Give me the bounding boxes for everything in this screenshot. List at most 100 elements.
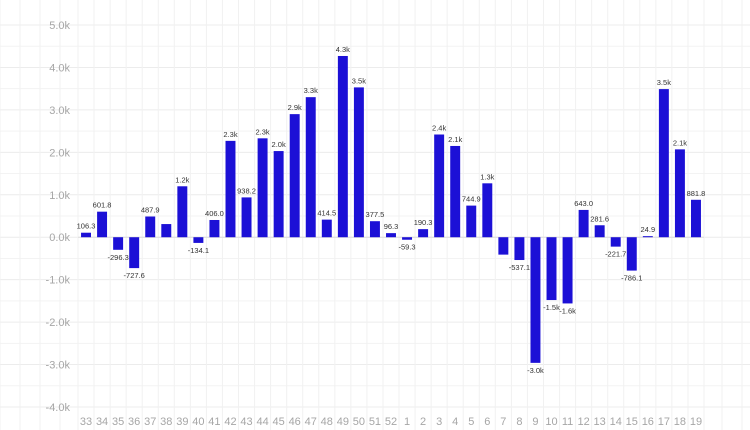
bar-51 [369, 221, 380, 238]
data-label-18: 2.1k [673, 138, 687, 147]
bar-8 [514, 237, 525, 261]
x-tick-label: 41 [208, 416, 220, 428]
data-label-43: 938.2 [237, 186, 256, 195]
bar-52 [386, 233, 396, 238]
data-label-6: 1.3k [480, 172, 494, 181]
x-tick-label: 42 [224, 416, 236, 428]
data-label-5: 744.9 [462, 195, 481, 204]
x-tick-label: 9 [532, 416, 538, 428]
x-tick-label: 45 [273, 416, 285, 428]
x-tick-label: 40 [192, 416, 204, 428]
data-label-19: 881.8 [687, 189, 706, 198]
data-labels: 106.3 601.8 -296.3 -727.6 487.9 1.2k -134.1 406… [77, 45, 706, 375]
data-label-8: -537.1 [509, 263, 530, 272]
data-label-11: -1.6k [559, 306, 576, 315]
bar-42 [225, 140, 236, 238]
y-tick-label: -1.0k [46, 275, 71, 287]
bar-4 [450, 145, 461, 238]
bar-19 [690, 199, 701, 238]
x-tick-label: 17 [658, 416, 670, 428]
data-label-42: 2.3k [223, 130, 237, 139]
x-tick-label: 50 [353, 416, 365, 428]
data-label-9: -3.0k [527, 366, 544, 375]
bar-13 [594, 225, 605, 238]
bar-48 [321, 219, 332, 238]
x-tick-label: 38 [160, 416, 172, 428]
x-tick-label: 44 [256, 416, 268, 428]
data-label-40: -134.1 [188, 246, 209, 255]
data-label-4: 2.1k [448, 135, 462, 144]
x-tick-label: 52 [385, 416, 397, 428]
bar-16 [642, 236, 653, 238]
x-tick-label: 11 [562, 416, 573, 428]
data-label-46: 2.9k [288, 103, 302, 112]
y-tick-label: 1.0k [49, 190, 70, 202]
bar-44 [257, 138, 268, 238]
bar-35 [113, 237, 124, 250]
data-label-34: 601.8 [93, 201, 112, 210]
bar-47 [305, 97, 316, 238]
data-label-37: 487.9 [141, 206, 160, 215]
x-axis-ticks: 33 34 35 36 37 38 39 40 41 42 43 44 45 46 47 48 49 50 51 52… [80, 416, 702, 428]
x-tick-label: 14 [610, 416, 622, 428]
x-tick-label: 48 [321, 416, 333, 428]
data-label-50: 3.5k [352, 76, 366, 85]
data-label-35: -296.3 [107, 253, 128, 262]
data-label-15: -786.1 [621, 274, 642, 283]
data-label-14: -221.7 [605, 250, 626, 259]
bar-10 [546, 237, 557, 301]
x-tick-label: 19 [690, 416, 702, 428]
data-label-41: 406.0 [205, 209, 224, 218]
y-tick-label: -2.0k [46, 317, 71, 329]
x-tick-label: 34 [96, 416, 108, 428]
x-tick-label: 10 [545, 416, 557, 428]
data-label-10: -1.5k [543, 303, 560, 312]
bar-18 [674, 149, 685, 238]
data-label-13: 281.6 [590, 214, 609, 223]
data-label-17: 3.5k [657, 78, 671, 87]
bar-38 [161, 224, 172, 238]
x-tick-label: 1 [404, 416, 410, 428]
data-label-33: 106.3 [77, 222, 96, 231]
x-tick-label: 18 [674, 416, 686, 428]
x-tick-label: 6 [484, 416, 490, 428]
data-label-1: -59.3 [398, 243, 415, 252]
bar-39 [177, 186, 188, 238]
x-tick-label: 37 [144, 416, 156, 428]
bar-3 [434, 134, 445, 238]
bar-43 [241, 197, 252, 238]
bars [81, 55, 701, 363]
y-tick-label: 0.0k [49, 232, 70, 244]
x-tick-label: 15 [626, 416, 638, 428]
x-tick-label: 7 [500, 416, 506, 428]
bar-37 [145, 216, 156, 238]
bar-41 [209, 219, 220, 238]
y-tick-label: -4.0k [46, 402, 71, 414]
bar-49 [337, 55, 348, 238]
data-label-2: 190.3 [414, 218, 433, 227]
data-label-51: 377.5 [366, 210, 385, 219]
data-label-36: -727.6 [124, 271, 145, 280]
x-tick-label: 51 [369, 416, 381, 428]
bar-15 [626, 237, 637, 271]
bar-1 [402, 237, 413, 240]
x-tick-label: 46 [289, 416, 301, 428]
x-tick-label: 5 [468, 416, 474, 428]
x-tick-label: 36 [128, 416, 140, 428]
y-axis-ticks: 5.0k 4.0k 3.0k 2.0k 1.0k 0.0k -1.0k -2.0k -3.0k -… [46, 20, 71, 414]
data-label-45: 2.0k [272, 140, 286, 149]
bar-46 [289, 114, 300, 238]
data-label-47: 3.3k [304, 86, 318, 95]
bar-9 [530, 237, 541, 363]
data-label-12: 643.0 [574, 199, 593, 208]
bar-7 [498, 237, 509, 255]
x-tick-label: 35 [112, 416, 124, 428]
y-tick-label: -3.0k [46, 360, 71, 372]
y-tick-label: 5.0k [49, 20, 70, 32]
y-tick-label: 2.0k [49, 147, 70, 159]
x-tick-label: 3 [436, 416, 442, 428]
bar-2 [418, 229, 429, 238]
